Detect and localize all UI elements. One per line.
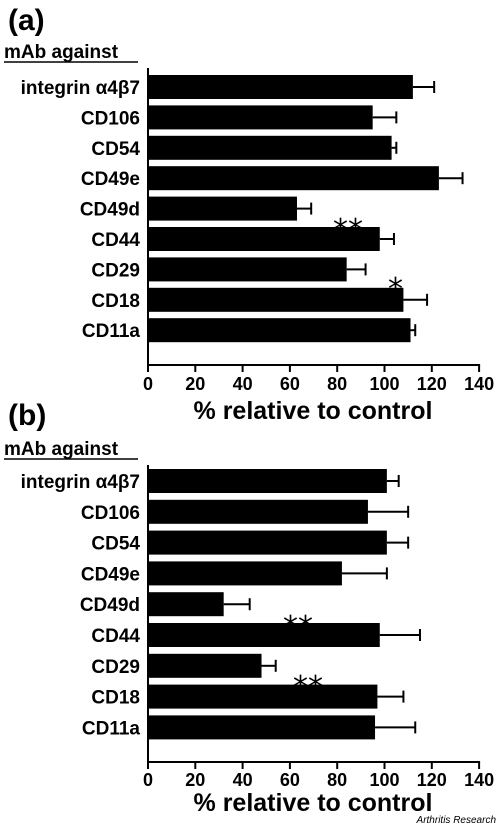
category-label: CD49e xyxy=(81,169,140,190)
x-tick-label: 80 xyxy=(327,374,347,394)
bar xyxy=(148,287,404,312)
panel-label: (b) xyxy=(8,399,46,432)
x-tick-label: 20 xyxy=(185,770,205,790)
x-tick-label: 140 xyxy=(464,374,494,394)
x-tick-label: 140 xyxy=(464,770,494,790)
category-label: CD49d xyxy=(80,595,140,616)
category-label: integrin α4β7 xyxy=(21,472,140,493)
bar xyxy=(148,715,376,740)
x-tick-label: 120 xyxy=(417,374,447,394)
category-label: CD29 xyxy=(91,657,140,678)
bar xyxy=(148,623,380,647)
category-label: CD18 xyxy=(91,688,140,709)
category-label: CD54 xyxy=(91,139,140,160)
category-label: CD18 xyxy=(91,291,140,312)
x-tick-label: 0 xyxy=(143,374,153,394)
bar xyxy=(148,530,387,555)
panel-b: (b) mAb against 0 20 40 60 80 100 120 140 integrin… xyxy=(4,399,494,817)
x-tick-label: 100 xyxy=(369,374,399,394)
bar xyxy=(148,318,411,343)
credit-text: Arthritis Research xyxy=(416,815,497,826)
category-label: CD29 xyxy=(91,260,140,281)
x-tick-label: 100 xyxy=(369,770,399,790)
bar xyxy=(148,227,380,251)
x-tick-label: 60 xyxy=(280,374,300,394)
bar xyxy=(148,653,262,678)
panel-label: (a) xyxy=(8,4,45,37)
x-tick-label: 120 xyxy=(417,770,447,790)
category-label: CD44 xyxy=(91,230,140,251)
category-label: CD54 xyxy=(91,534,140,555)
bar xyxy=(148,561,342,586)
column-heading: mAb against xyxy=(4,42,119,63)
category-label: CD49d xyxy=(80,200,140,221)
category-label: CD106 xyxy=(81,503,140,524)
x-tick-label: 0 xyxy=(143,770,153,790)
bar xyxy=(148,105,373,130)
bar xyxy=(148,196,297,221)
x-tick-label: 80 xyxy=(327,770,347,790)
bar xyxy=(148,684,378,709)
category-label: CD106 xyxy=(81,108,140,129)
bar xyxy=(148,499,368,524)
category-label: CD49e xyxy=(81,564,140,585)
bar xyxy=(148,469,387,493)
x-tick-label: 20 xyxy=(185,374,205,394)
column-heading: mAb against xyxy=(4,439,119,460)
x-axis-label: % relative to control xyxy=(194,789,433,817)
x-tick-label: 60 xyxy=(280,770,300,790)
x-axis-label: % relative to control xyxy=(194,397,433,425)
x-tick-label: 40 xyxy=(233,374,253,394)
bar xyxy=(148,592,224,617)
category-label: integrin α4β7 xyxy=(21,78,140,99)
bar xyxy=(148,257,347,282)
bar xyxy=(148,135,392,160)
category-label: CD11a xyxy=(82,321,141,342)
x-tick-label: 40 xyxy=(233,770,253,790)
category-label: CD11a xyxy=(82,718,141,739)
category-label: CD44 xyxy=(91,626,140,647)
bar xyxy=(148,166,439,191)
bar xyxy=(148,75,413,99)
panel-a: (a) mAb against 0 20 40 60 80 100 120 140 integrin… xyxy=(4,4,494,425)
